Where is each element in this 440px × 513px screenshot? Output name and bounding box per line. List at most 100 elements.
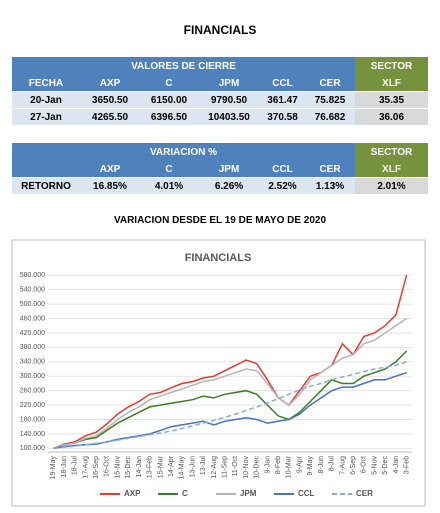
table-cell: 9790.50: [198, 92, 260, 108]
legend-label: JPM: [240, 489, 257, 498]
column-header: CCL: [260, 75, 305, 91]
table-cell: 6396.50: [140, 109, 198, 125]
series-line: [53, 350, 408, 450]
x-tick-label: 14-Apr: [168, 455, 175, 477]
table-cell: 75.825: [305, 92, 355, 108]
x-tick-label: 5-Dec: [382, 456, 389, 475]
x-tick-label: 8-Jun: [318, 456, 325, 474]
x-tick-label: 3-Feb: [403, 456, 410, 474]
x-tick-label: 13-Jun: [189, 456, 196, 478]
table-cell: 2.01%: [355, 178, 428, 194]
series-line: [53, 275, 408, 450]
x-tick-label: 7-Aug: [339, 456, 346, 475]
column-header: [12, 161, 80, 177]
y-tick-label: 220.000: [20, 402, 45, 409]
x-tick-label: 8-Feb: [275, 456, 282, 474]
table-cell: 1.13%: [305, 178, 355, 194]
table-cell: 361.47: [260, 92, 305, 108]
x-tick-label: 14-May: [179, 456, 186, 480]
x-tick-label: 13-Feb: [147, 456, 154, 478]
page-title: FINANCIALS: [183, 23, 257, 37]
y-tick-label: 340.000: [20, 359, 45, 366]
sector-header: SECTOR: [355, 57, 428, 75]
legend-label: AXP: [124, 489, 141, 498]
x-tick-label: 5-Nov: [371, 456, 378, 475]
table-cell: 76.682: [305, 109, 355, 125]
table-group-header: VALORES DE CIERRE: [12, 57, 355, 75]
legend-label: CER: [356, 489, 373, 498]
x-tick-label: 13-Jul: [200, 456, 207, 476]
column-header: AXP: [80, 161, 140, 177]
table-cell: 20-Jan: [12, 92, 80, 108]
series-line: [53, 317, 408, 450]
y-tick-label: 260.000: [20, 388, 45, 395]
x-tick-label: 9-Apr: [296, 455, 303, 473]
x-tick-label: 18-Jun: [61, 456, 68, 478]
x-tick-label: 10-Dec: [254, 456, 261, 479]
column-header: CCL: [260, 161, 305, 177]
column-header: XLF: [355, 75, 428, 91]
table-cell: 370.58: [260, 109, 305, 125]
x-tick-label: 19-May: [50, 456, 57, 480]
series-line: [53, 361, 407, 450]
x-tick-label: 16-Sep: [93, 456, 100, 479]
y-tick-label: 180.000: [20, 416, 45, 423]
legend-label: CCL: [298, 489, 315, 498]
table-cell: RETORNO: [12, 178, 80, 194]
column-header: FECHA: [12, 75, 80, 91]
table-group-header: VARIACION %: [12, 143, 355, 161]
column-header: JPM: [198, 75, 260, 91]
table-cell: 6150.00: [140, 92, 198, 108]
table-cell: 2.52%: [260, 178, 305, 194]
column-header: AXP: [80, 75, 140, 91]
y-tick-label: 580.000: [20, 272, 45, 279]
x-tick-label: 9-Jan: [264, 456, 271, 474]
column-header: XLF: [355, 161, 428, 177]
x-tick-label: 12-Aug: [211, 456, 218, 479]
x-tick-label: 8-Jul: [329, 456, 336, 472]
table-cell: 10403.50: [198, 109, 260, 125]
y-tick-label: 300.000: [20, 373, 45, 380]
legend-label: C: [182, 489, 188, 498]
x-tick-label: 6-Sep: [350, 456, 357, 475]
x-tick-label: 15-Nov: [114, 456, 121, 479]
table-cell: 16.85%: [80, 178, 140, 194]
x-tick-label: 16-Oct: [104, 456, 111, 477]
table-cell: 4.01%: [140, 178, 198, 194]
y-tick-label: 460.000: [20, 315, 45, 322]
x-tick-label: 6-Oct: [361, 456, 368, 473]
table-cell: 3650.50: [80, 92, 140, 108]
x-tick-label: 10-Mar: [286, 455, 293, 478]
column-header: JPM: [198, 161, 260, 177]
y-tick-label: 380.000: [20, 344, 45, 351]
x-tick-label: 10-Nov: [243, 456, 250, 479]
y-tick-label: 140.000: [20, 431, 45, 438]
x-tick-label: 15-Dec: [125, 456, 132, 479]
column-header: CER: [305, 75, 355, 91]
x-tick-label: 4-Jan: [393, 456, 400, 474]
x-tick-label: 15-Mar: [157, 455, 164, 478]
table-cell: 6.26%: [198, 178, 260, 194]
subtitle: VARIACION DESDE EL 19 DE MAYO DE 2020: [113, 214, 327, 226]
column-header: CER: [305, 161, 355, 177]
column-header: C: [140, 75, 198, 91]
table-cell: 27-Jan: [12, 109, 80, 125]
y-tick-label: 420.000: [20, 330, 45, 337]
x-tick-label: 9-May: [307, 456, 314, 476]
table-cell: 35.35: [355, 92, 428, 108]
chart-title: FINANCIALS: [185, 252, 252, 264]
table-cell: 4265.50: [80, 109, 140, 125]
x-tick-label: 11-Oct: [232, 456, 239, 477]
sector-header: SECTOR: [355, 143, 428, 161]
x-tick-label: 14-Jan: [136, 456, 143, 478]
column-header: C: [140, 161, 198, 177]
y-tick-label: 500.000: [20, 301, 45, 308]
y-tick-label: 100.000: [20, 445, 45, 452]
x-tick-label: 18-Jul: [72, 456, 79, 476]
x-tick-label: 11-Sep: [221, 456, 228, 478]
table-cell: 36.06: [355, 109, 428, 125]
y-tick-label: 540.000: [20, 286, 45, 293]
x-tick-label: 17-Aug: [82, 456, 89, 479]
